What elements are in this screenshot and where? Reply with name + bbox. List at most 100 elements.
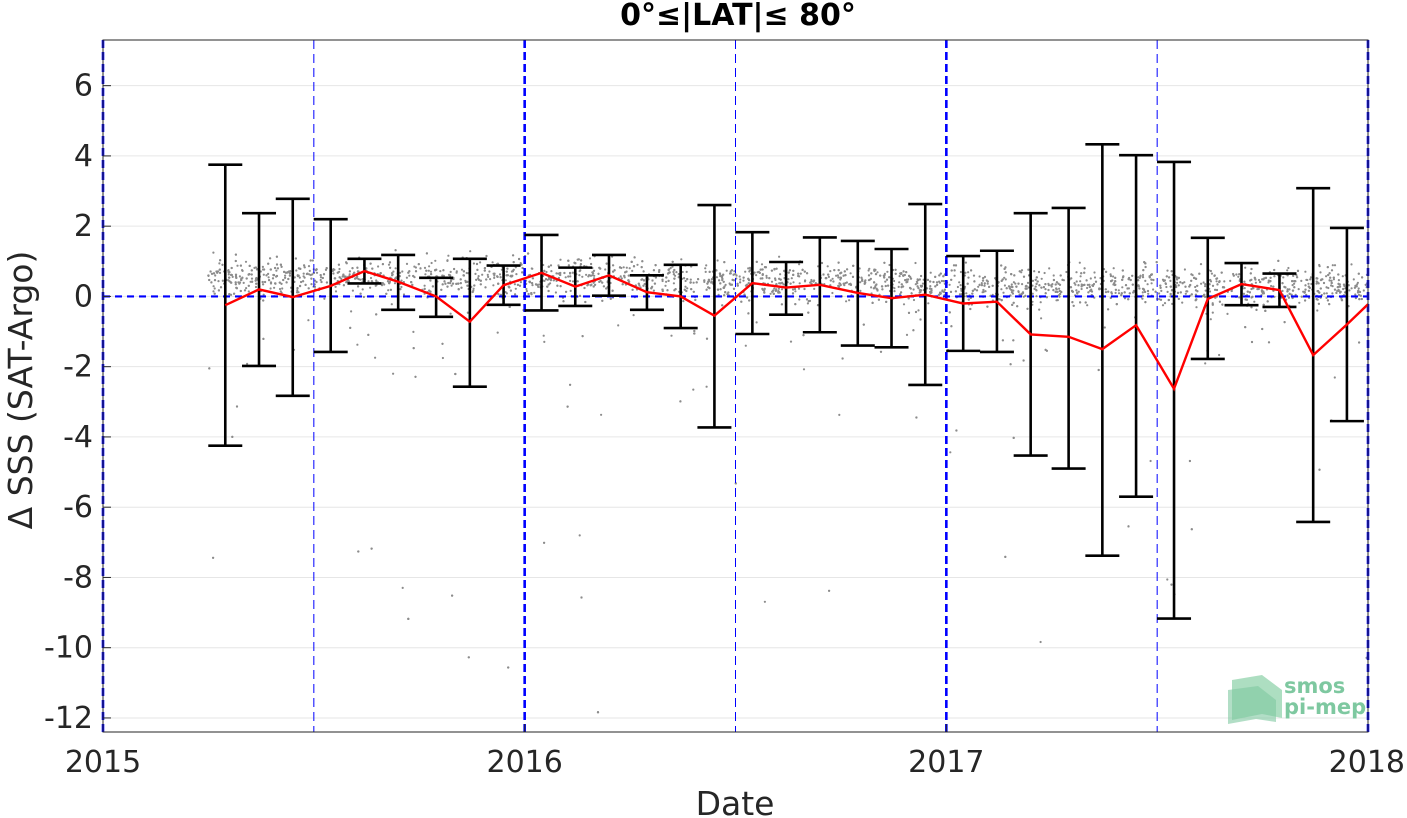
scatter-point xyxy=(1326,266,1329,269)
scatter-point xyxy=(942,280,946,283)
scatter-point xyxy=(601,281,604,284)
scatter-point xyxy=(1333,376,1336,379)
scatter-point xyxy=(1304,288,1307,291)
scatter-point xyxy=(401,270,404,273)
scatter-point xyxy=(1304,284,1307,287)
scatter-point xyxy=(899,293,902,296)
scatter-point xyxy=(1261,327,1264,331)
scatter-point xyxy=(597,272,600,275)
scatter-point xyxy=(658,270,661,273)
x-tick-label: 2017 xyxy=(908,745,984,780)
scatter-point xyxy=(917,309,920,312)
scatter-point xyxy=(212,251,215,254)
scatter-point xyxy=(537,285,540,288)
scatter-point xyxy=(481,273,484,276)
scatter-point xyxy=(351,289,354,292)
scatter-point xyxy=(921,282,925,285)
scatter-point xyxy=(439,270,442,273)
scatter-point xyxy=(210,281,213,284)
scatter-point xyxy=(581,275,584,278)
scatter-point xyxy=(661,288,664,291)
scatter-point xyxy=(803,270,806,273)
scatter-point xyxy=(617,324,620,327)
scatter-point xyxy=(1039,640,1042,644)
scatter-point xyxy=(1254,281,1257,284)
scatter-point xyxy=(641,278,644,281)
scatter-point xyxy=(219,286,223,289)
scatter-point xyxy=(1307,282,1310,285)
scatter-point xyxy=(1215,288,1219,292)
scatter-point xyxy=(967,271,970,274)
scatter-point xyxy=(1269,280,1272,283)
scatter-point xyxy=(936,283,939,286)
scatter-point xyxy=(578,534,581,537)
scatter-point xyxy=(589,274,593,277)
scatter-point xyxy=(507,666,510,669)
scatter-point xyxy=(602,285,606,288)
scatter-point xyxy=(732,287,736,290)
scatter-point xyxy=(332,272,335,275)
chart-title: 0°≤|LAT|≤ 80° xyxy=(620,0,856,33)
scatter-point xyxy=(1012,301,1015,304)
scatter-point xyxy=(740,300,743,303)
scatter-point xyxy=(1113,283,1116,287)
scatter-point xyxy=(423,266,427,269)
scatter-point xyxy=(799,272,802,275)
scatter-point xyxy=(1127,278,1130,281)
scatter-point xyxy=(983,282,986,285)
scatter-point xyxy=(954,264,958,267)
scatter-point xyxy=(423,287,426,290)
scatter-point xyxy=(1262,303,1265,306)
scatter-point xyxy=(934,285,937,288)
scatter-point xyxy=(982,290,985,294)
scatter-point xyxy=(1165,285,1168,289)
scatter-point xyxy=(840,271,843,274)
scatter-point xyxy=(1152,288,1155,291)
scatter-point xyxy=(369,262,372,265)
scatter-point xyxy=(628,280,631,283)
scatter-point xyxy=(441,342,444,345)
scatter-point xyxy=(319,276,323,279)
scatter-point xyxy=(455,282,458,285)
scatter-point xyxy=(567,259,570,262)
scatter-point xyxy=(393,282,397,285)
scatter-point xyxy=(680,258,683,261)
scatter-point xyxy=(1242,292,1245,295)
scatter-point xyxy=(763,600,767,603)
scatter-point xyxy=(1126,287,1129,290)
scatter-point xyxy=(704,267,707,270)
scatter-point xyxy=(1141,294,1144,297)
scatter-point xyxy=(441,356,444,360)
scatter-point xyxy=(447,254,450,257)
scatter-point xyxy=(1141,287,1145,290)
scatter-point xyxy=(1158,298,1161,301)
scatter-point xyxy=(1189,283,1192,287)
scatter-point xyxy=(672,270,675,273)
scatter-point xyxy=(637,282,640,285)
scatter-point xyxy=(640,266,643,269)
scatter-point xyxy=(1080,272,1083,275)
scatter-point xyxy=(1250,306,1253,309)
scatter-point xyxy=(1148,275,1151,278)
scatter-point xyxy=(1272,285,1275,288)
scatter-point xyxy=(1358,298,1361,301)
scatter-point xyxy=(681,270,684,274)
scatter-point xyxy=(787,278,790,281)
scatter-point xyxy=(988,285,991,288)
scatter-point xyxy=(285,281,288,284)
scatter-point xyxy=(487,275,490,278)
scatter-point xyxy=(569,271,572,275)
scatter-point xyxy=(569,279,572,282)
scatter-point xyxy=(780,303,784,306)
scatter-point xyxy=(1000,299,1003,302)
scatter-point xyxy=(1286,294,1289,297)
scatter-point xyxy=(333,277,336,280)
scatter-point xyxy=(282,278,285,282)
scatter-point xyxy=(1244,266,1247,269)
scatter-point xyxy=(1048,267,1051,270)
scatter-point xyxy=(1022,295,1025,298)
scatter-point xyxy=(665,280,668,283)
scatter-point xyxy=(905,281,908,284)
scatter-point xyxy=(798,263,801,266)
scatter-point xyxy=(619,275,622,278)
